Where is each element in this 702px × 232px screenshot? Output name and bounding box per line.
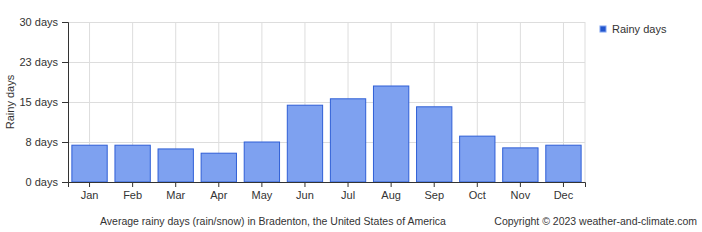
x-tick-label: Nov [511, 189, 531, 201]
x-tick-label: Oct [469, 189, 486, 201]
chart: 0 days 8 days 15 days 23 days 30 days Jan Feb M… [0, 0, 702, 232]
grid-line [68, 142, 585, 143]
x-tick: Jul [341, 182, 355, 201]
y-axis-title: Rainy days [4, 74, 16, 129]
x-tick: Mar [166, 182, 185, 201]
x-tick: Nov [511, 182, 531, 201]
bar [373, 86, 408, 182]
x-tick: Dec [554, 182, 574, 201]
x-tick-mark [520, 182, 521, 187]
x-tick: Oct [469, 182, 486, 201]
y-tick-label: 0 days [26, 176, 59, 188]
grid-line [68, 62, 585, 63]
grid-line [68, 102, 585, 103]
bar [158, 149, 193, 182]
bar [417, 107, 452, 182]
y-axis: 0 days 8 days 15 days 23 days 30 days [19, 16, 68, 188]
y-tick-mark [62, 102, 68, 103]
y-axis-line [62, 23, 69, 183]
x-tick-label: May [251, 189, 272, 201]
legend-swatch [600, 26, 606, 32]
y-tick-mark [62, 62, 68, 63]
y-tick-mark [62, 142, 68, 143]
x-tick-label: Jan [81, 189, 99, 201]
legend-label: Rainy days [612, 23, 667, 35]
x-tick-label: Sep [424, 189, 444, 201]
y-tick-label: 30 days [19, 16, 58, 28]
x-tick-label: Dec [554, 189, 574, 201]
y-grid [68, 23, 585, 183]
bars [72, 86, 581, 182]
x-tick-mark [563, 182, 564, 187]
x-tick: Sep [424, 182, 444, 201]
x-tick-label: Jun [296, 189, 314, 201]
legend: Rainy days [600, 23, 667, 35]
x-tick: Jun [296, 182, 314, 201]
y-tick-mark [62, 22, 68, 23]
x-tick: Feb [123, 182, 142, 201]
x-tick-mark [348, 182, 349, 187]
y-tick: 30 days [19, 16, 68, 28]
x-tick-mark [132, 182, 133, 187]
title: Average rainy days (rain/snow) in Braden… [100, 215, 446, 227]
x-tick-mark [218, 182, 219, 187]
x-tick: May [251, 182, 272, 201]
x-tick-mark [434, 182, 435, 187]
x-tick-mark [175, 182, 176, 187]
x-tick: Apr [210, 182, 227, 201]
bar [287, 105, 322, 182]
bar [244, 142, 279, 182]
bar [72, 145, 107, 182]
x-tick: Jan [81, 182, 99, 201]
y-tick-label: 23 days [19, 56, 58, 68]
x-tick-mark [89, 182, 90, 187]
copyright: Copyright © 2023 weather-and-climate.com [494, 215, 697, 227]
x-axis-line [69, 183, 586, 188]
x-tick-label: Mar [166, 189, 185, 201]
x-tick-label: Feb [123, 189, 142, 201]
x-tick-label: Jul [341, 189, 355, 201]
y-tick-label: 15 days [19, 96, 58, 108]
y-tick-label: 8 days [26, 136, 59, 148]
y-tick-mark [62, 182, 68, 183]
y-tick: 8 days [26, 136, 68, 148]
x-tick-mark [477, 182, 478, 187]
x-tick-label: Aug [381, 189, 401, 201]
bar [115, 145, 150, 182]
x-tick-mark [391, 182, 392, 187]
bar [201, 153, 236, 182]
y-tick: 0 days [26, 176, 68, 188]
grid-line [68, 22, 585, 23]
x-axis: Jan Feb Mar Apr May Jun Jul Aug Sep Oct Nov Dec [69, 182, 586, 201]
y-tick: 15 days [19, 96, 68, 108]
bar [503, 148, 538, 182]
bar [460, 136, 495, 182]
y-tick: 23 days [19, 56, 68, 68]
x-tick-mark [261, 182, 262, 187]
bar [330, 99, 365, 182]
x-tick-mark [304, 182, 305, 187]
x-tick-label: Apr [210, 189, 227, 201]
x-tick: Aug [381, 182, 401, 201]
bar [546, 145, 581, 182]
